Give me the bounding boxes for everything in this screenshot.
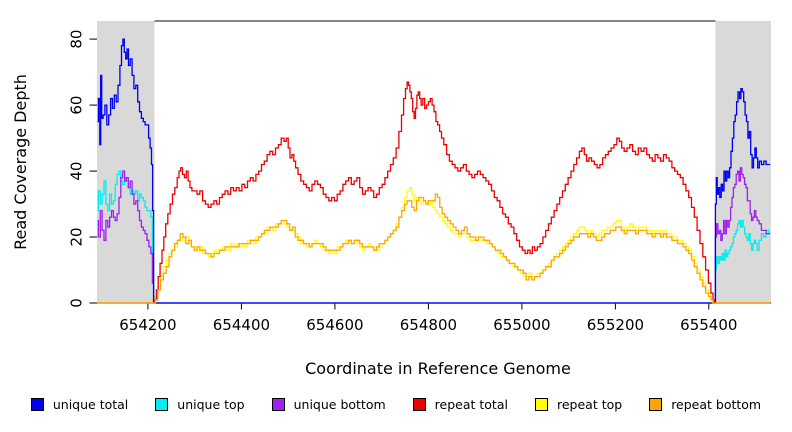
legend-label: unique total bbox=[52, 397, 129, 412]
legend-swatch-unique-total bbox=[30, 398, 44, 411]
legend-label: repeat bottom bbox=[671, 397, 762, 412]
plot-canvas: 654200 654400 654600 654800 655000 655200 6554… bbox=[11, 20, 771, 378]
x-tick-label: 654800 bbox=[400, 316, 457, 334]
legend-label: repeat top bbox=[556, 397, 623, 412]
y-tick-label: 80 bbox=[68, 30, 86, 49]
series-line-repeat-top bbox=[97, 186, 771, 304]
legend: unique total unique top unique bottom repea… bbox=[0, 397, 792, 412]
y-axis-title: Read Coverage Depth bbox=[11, 74, 30, 250]
x-tick-label: 654600 bbox=[306, 316, 363, 334]
legend-label: unique top bbox=[177, 397, 245, 412]
legend-swatch-unique-bottom bbox=[271, 398, 285, 411]
y-tick-label: 60 bbox=[68, 96, 86, 115]
x-tick-label: 655400 bbox=[680, 316, 737, 334]
legend-item-unique-bottom: unique bottom bbox=[271, 397, 386, 412]
legend-swatch-repeat-top bbox=[534, 398, 548, 411]
x-tick-label: 655200 bbox=[587, 316, 644, 334]
legend-item-repeat-bottom: repeat bottom bbox=[649, 397, 761, 412]
x-axis-title: Coordinate in Reference Genome bbox=[305, 359, 571, 378]
legend-swatch-unique-top bbox=[155, 398, 169, 411]
series-line-repeat-bottom bbox=[97, 193, 771, 304]
left-shaded-region bbox=[97, 21, 155, 303]
legend-swatch-repeat-bottom bbox=[649, 398, 663, 411]
x-tick-label: 654400 bbox=[213, 316, 270, 334]
legend-label: repeat total bbox=[434, 397, 508, 412]
legend-item-repeat-top: repeat top bbox=[534, 397, 623, 412]
y-tick-label: 20 bbox=[68, 227, 86, 246]
series-line-unique-total bbox=[97, 38, 771, 304]
x-tick-label: 655000 bbox=[493, 316, 550, 334]
y-tick-label: 0 bbox=[68, 298, 86, 308]
legend-item-repeat-total: repeat total bbox=[412, 397, 508, 412]
y-tick-label: 40 bbox=[68, 162, 86, 181]
legend-label: unique bottom bbox=[293, 397, 386, 412]
series-line-unique-top bbox=[97, 170, 771, 304]
x-tick-label: 654200 bbox=[119, 316, 176, 334]
series-line-unique-bottom bbox=[97, 167, 771, 304]
legend-swatch-repeat-total bbox=[412, 398, 426, 411]
series-line-repeat-total bbox=[97, 81, 771, 304]
legend-item-unique-total: unique total bbox=[30, 397, 129, 412]
legend-item-unique-top: unique top bbox=[155, 397, 245, 412]
